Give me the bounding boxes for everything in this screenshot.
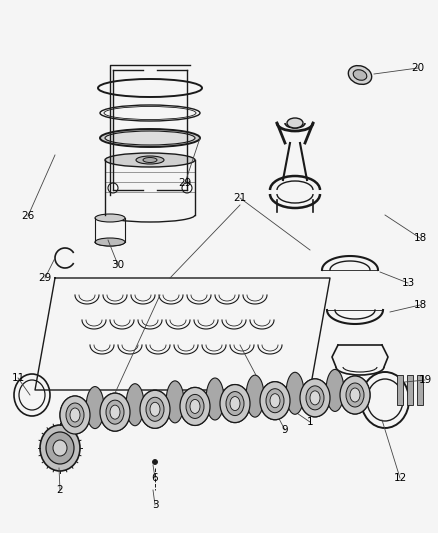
Ellipse shape: [95, 214, 125, 222]
Ellipse shape: [150, 402, 160, 416]
Ellipse shape: [140, 390, 170, 429]
Ellipse shape: [206, 378, 224, 420]
Ellipse shape: [53, 440, 67, 456]
Ellipse shape: [152, 459, 158, 464]
Ellipse shape: [110, 405, 120, 419]
Ellipse shape: [346, 383, 364, 407]
Text: 29: 29: [39, 273, 52, 283]
Text: 18: 18: [413, 300, 427, 310]
Ellipse shape: [86, 386, 104, 429]
Text: 4: 4: [102, 410, 108, 420]
Ellipse shape: [310, 391, 320, 405]
Ellipse shape: [306, 386, 324, 410]
Ellipse shape: [100, 129, 200, 147]
Ellipse shape: [260, 382, 290, 419]
Bar: [397, 375, 403, 405]
Ellipse shape: [180, 387, 210, 425]
Ellipse shape: [264, 387, 286, 415]
Ellipse shape: [66, 403, 84, 427]
Ellipse shape: [70, 408, 80, 422]
Text: 26: 26: [21, 211, 35, 221]
Ellipse shape: [353, 70, 367, 80]
Ellipse shape: [340, 376, 370, 414]
Ellipse shape: [230, 397, 240, 410]
Ellipse shape: [64, 401, 86, 429]
Text: 13: 13: [401, 278, 415, 288]
Ellipse shape: [340, 376, 370, 414]
Ellipse shape: [126, 384, 144, 426]
Text: 3: 3: [152, 500, 158, 510]
Ellipse shape: [40, 425, 80, 471]
Bar: [417, 375, 423, 405]
Ellipse shape: [226, 392, 244, 416]
Ellipse shape: [326, 369, 344, 411]
Ellipse shape: [180, 387, 210, 425]
Text: 20: 20: [411, 63, 424, 73]
Ellipse shape: [348, 66, 372, 84]
Text: 21: 21: [233, 193, 247, 203]
Ellipse shape: [186, 394, 204, 418]
Bar: [407, 375, 413, 405]
Text: 2: 2: [57, 485, 64, 495]
Text: 12: 12: [393, 473, 406, 483]
Ellipse shape: [146, 397, 164, 421]
Ellipse shape: [182, 183, 192, 193]
Ellipse shape: [300, 379, 330, 417]
Ellipse shape: [104, 398, 126, 426]
Ellipse shape: [140, 390, 170, 429]
Ellipse shape: [100, 393, 130, 431]
Ellipse shape: [106, 400, 124, 424]
Ellipse shape: [246, 375, 264, 417]
Ellipse shape: [266, 389, 284, 413]
Text: 19: 19: [418, 375, 431, 385]
Ellipse shape: [350, 388, 360, 402]
Text: 30: 30: [111, 260, 124, 270]
Ellipse shape: [60, 396, 90, 434]
Ellipse shape: [60, 396, 90, 434]
Ellipse shape: [220, 385, 250, 423]
Ellipse shape: [46, 432, 74, 464]
Ellipse shape: [143, 157, 157, 163]
Text: 9: 9: [282, 425, 288, 435]
Text: 11: 11: [11, 373, 25, 383]
Ellipse shape: [105, 131, 195, 145]
Ellipse shape: [100, 393, 130, 431]
Text: 1: 1: [307, 417, 313, 427]
Ellipse shape: [166, 381, 184, 423]
Text: 29: 29: [178, 178, 192, 188]
Ellipse shape: [136, 156, 164, 164]
Ellipse shape: [190, 399, 200, 414]
Ellipse shape: [95, 238, 125, 246]
Text: 6: 6: [152, 473, 158, 483]
Ellipse shape: [144, 395, 166, 423]
Ellipse shape: [260, 382, 290, 419]
Ellipse shape: [304, 384, 326, 412]
Ellipse shape: [344, 381, 366, 409]
Ellipse shape: [287, 118, 303, 128]
Ellipse shape: [105, 153, 195, 167]
Ellipse shape: [220, 385, 250, 423]
Ellipse shape: [224, 390, 246, 417]
Ellipse shape: [270, 394, 280, 408]
Text: 18: 18: [413, 233, 427, 243]
Ellipse shape: [300, 379, 330, 417]
Ellipse shape: [286, 372, 304, 414]
Ellipse shape: [184, 392, 206, 421]
Ellipse shape: [108, 183, 118, 193]
